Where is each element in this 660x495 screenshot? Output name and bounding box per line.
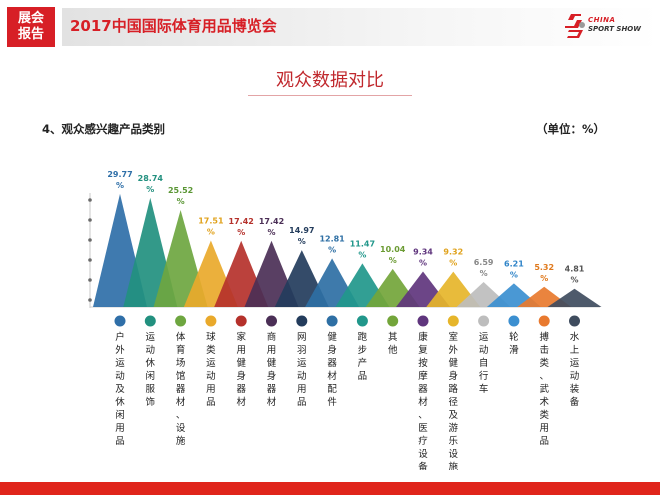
footer-band	[0, 482, 660, 495]
bar-value-percent: %	[419, 259, 427, 268]
bar-value-percent: %	[177, 197, 185, 206]
category-label: 家用健身器材	[236, 331, 246, 408]
category-label: 水上运动装备	[570, 331, 580, 408]
header-title: 2017中国国际体育用品博览会	[70, 17, 277, 35]
chart-subtitle: 4、观众感兴趣产品类别	[42, 122, 166, 136]
category-label: 其他	[388, 332, 398, 356]
header-bar	[62, 8, 660, 46]
page-title: 观众数据对比	[276, 70, 384, 91]
interest-category-chart: 29.77% 户外运动及休闲用品 28.74% 运动休闲服饰 25.52% 体育场馆器材、…	[88, 170, 602, 470]
bar-value-percent: %	[480, 269, 488, 278]
bar-value-label: 12.81	[319, 234, 345, 243]
category-label: 户外运动及休闲用品	[115, 331, 125, 447]
category-label: 健身器材配件	[327, 331, 337, 408]
category-marker-dot	[356, 315, 368, 327]
bar-value-label: 6.21	[504, 259, 524, 268]
category-marker-dot	[417, 315, 429, 327]
logo-mark-icon	[565, 14, 585, 38]
category-label: 球类运动用品	[206, 331, 216, 408]
bar-value-percent: %	[358, 250, 366, 259]
header: 展会 报告 2017中国国际体育用品博览会 CHINA SPORT SHOW	[0, 0, 660, 47]
badge-line-2: 报告	[17, 27, 44, 42]
bar-value-percent: %	[510, 270, 518, 279]
category-label: 网羽运动用品	[297, 332, 307, 408]
bar-value-label: 17.42	[229, 217, 254, 226]
y-axis-dot	[88, 218, 92, 222]
category-marker-dot	[447, 315, 459, 327]
logo-text-china: CHINA	[588, 16, 616, 24]
bar-value-label: 9.32	[443, 248, 463, 257]
category-label: 康复按摩器材、医疗设备	[418, 331, 428, 470]
bar-value-label: 25.52	[168, 186, 193, 195]
category-label: 运动休闲服饰	[146, 332, 156, 408]
bar-value-percent: %	[237, 228, 245, 237]
bar-value-percent: %	[146, 185, 154, 194]
category-label: 商用健身器材	[267, 331, 277, 408]
bar-value-label: 29.77	[107, 170, 132, 179]
category-label: 体育场馆器材、设施	[176, 331, 186, 447]
bar-value-percent: %	[207, 227, 215, 236]
y-axis-dot	[88, 258, 92, 262]
bar-value-label: 17.51	[198, 216, 224, 225]
bar-value-label: 14.97	[289, 226, 314, 235]
category-marker-dot	[296, 315, 308, 327]
category-marker-dot	[114, 315, 126, 327]
report-badge: 展会 报告	[7, 7, 55, 47]
category-label: 轮滑	[509, 331, 519, 356]
category-marker-dot	[508, 315, 520, 327]
category-marker-dot	[538, 315, 550, 327]
bar-value-percent: %	[540, 274, 548, 283]
unit-label: （单位：%）	[536, 122, 606, 136]
y-axis-dot	[88, 298, 92, 302]
bar-value-label: 9.34	[413, 248, 433, 257]
y-axis-dot	[88, 278, 92, 282]
category-label: 运动自行车	[479, 332, 489, 395]
bar-value-label: 10.04	[380, 245, 406, 254]
category-marker-dot	[235, 315, 247, 327]
bar-value-label: 6.59	[474, 258, 494, 267]
bar-value-label: 28.74	[138, 174, 164, 183]
title-underline	[248, 95, 412, 96]
china-sport-show-logo: CHINA SPORT SHOW	[565, 10, 655, 44]
category-marker-dot	[144, 315, 156, 327]
category-label: 跑步产品	[358, 331, 368, 382]
category-marker-dot	[569, 315, 580, 327]
bar-value-percent: %	[328, 245, 336, 254]
bar-value-percent: %	[570, 276, 578, 285]
category-marker-dot	[478, 315, 490, 327]
bar-value-percent: %	[298, 237, 306, 246]
bar-value-percent: %	[116, 181, 124, 190]
category-marker-dot	[266, 315, 277, 327]
bar-value-label: 11.47	[350, 239, 375, 248]
badge-line-1: 展会	[17, 11, 44, 26]
y-axis-dot	[88, 198, 92, 202]
bar-value-label: 4.81	[565, 265, 585, 274]
bar-value-percent: %	[389, 256, 397, 265]
bar-value-percent: %	[267, 228, 275, 237]
category-marker-dot	[205, 315, 217, 327]
category-marker-dot	[387, 315, 399, 327]
category-label: 室外健身路径及游乐设施	[449, 331, 459, 470]
bar-value-percent: %	[449, 259, 457, 268]
y-axis-dot	[88, 238, 92, 242]
category-marker-dot	[175, 315, 187, 327]
bar-value-label: 17.42	[259, 217, 284, 226]
logo-text-sport-show: SPORT SHOW	[588, 25, 641, 33]
bar-value-label: 5.32	[534, 263, 554, 272]
category-marker-dot	[326, 315, 338, 327]
category-label: 搏击类、武术类用品	[539, 331, 549, 447]
bar-triangle	[547, 288, 602, 307]
